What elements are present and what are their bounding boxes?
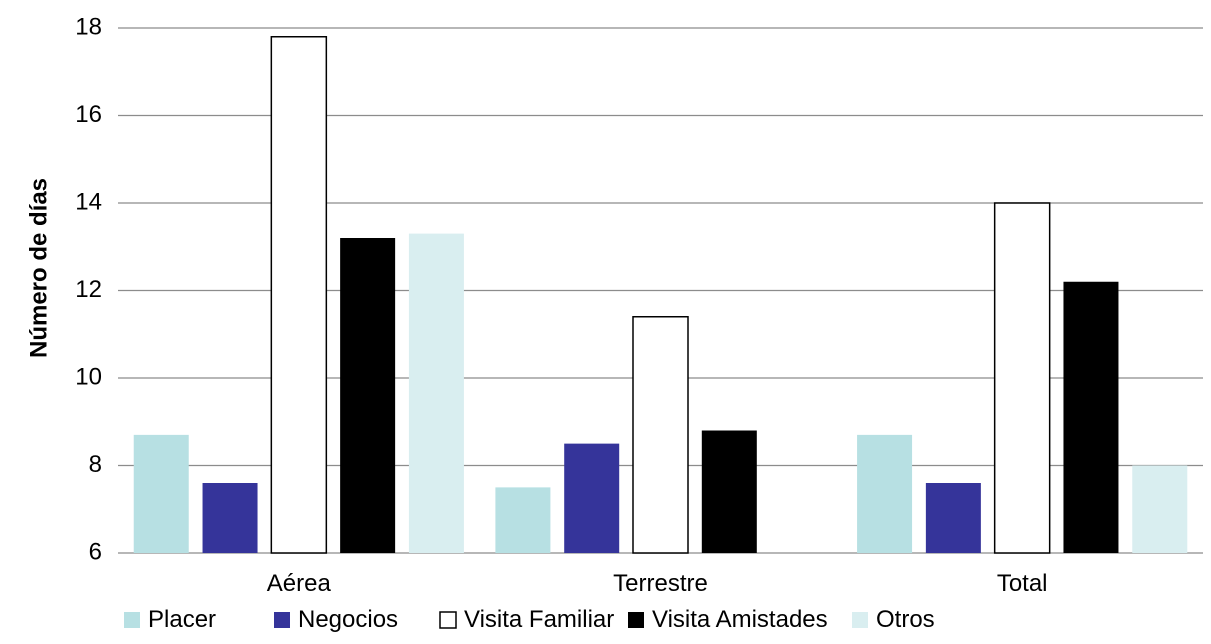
- bar-otros-0: [408, 233, 464, 553]
- y-axis-label: Número de días: [25, 178, 52, 358]
- bar-negocios-0: [202, 483, 258, 553]
- category-label: Terrestre: [613, 570, 708, 597]
- legend-label: Otros: [876, 606, 935, 633]
- y-tick-label: 10: [75, 363, 102, 390]
- y-tick-label: 6: [89, 538, 102, 565]
- legend-swatch-visita-familiar: [439, 611, 457, 629]
- category-label: Aérea: [267, 570, 332, 597]
- bar-placer-1: [495, 487, 551, 553]
- bar-visita-familiar-0: [270, 36, 328, 554]
- legend-swatch-otros: [852, 612, 868, 628]
- category-label: Total: [997, 570, 1048, 597]
- legend-label: Negocios: [298, 606, 398, 633]
- bar-visita-amistades-1: [701, 430, 757, 553]
- legend-label: Visita Amistades: [652, 606, 828, 633]
- bar-visita-amistades-2: [1063, 281, 1119, 553]
- y-tick-label: 12: [75, 276, 102, 303]
- legend-label: Placer: [148, 606, 216, 633]
- bar-otros-2: [1132, 465, 1188, 553]
- legend-swatch-visita-amistades: [628, 612, 644, 628]
- bars: [133, 36, 1188, 554]
- legend-swatch-negocios: [274, 612, 290, 628]
- bar-visita-familiar-2: [993, 202, 1051, 554]
- category-labels: Aérea Terrestre Total: [267, 570, 1048, 597]
- legend-swatch-placer: [124, 612, 140, 628]
- y-tick-label: 8: [89, 451, 102, 478]
- bar-negocios-2: [925, 483, 981, 553]
- bar-visita-amistades-0: [340, 238, 396, 553]
- y-tick-label: 18: [75, 13, 102, 40]
- legend: Placer Negocios Visita Familiar Visita Amis…: [124, 606, 935, 633]
- y-tick-label: 14: [75, 188, 102, 215]
- bar-placer-0: [133, 434, 189, 553]
- y-tick-labels: 6 8 10 12 14 16 18: [75, 13, 102, 565]
- y-tick-label: 16: [75, 101, 102, 128]
- bar-negocios-1: [564, 443, 620, 553]
- legend-label: Visita Familiar: [464, 606, 614, 633]
- bar-placer-2: [857, 434, 913, 553]
- bar-visita-familiar-1: [632, 316, 689, 554]
